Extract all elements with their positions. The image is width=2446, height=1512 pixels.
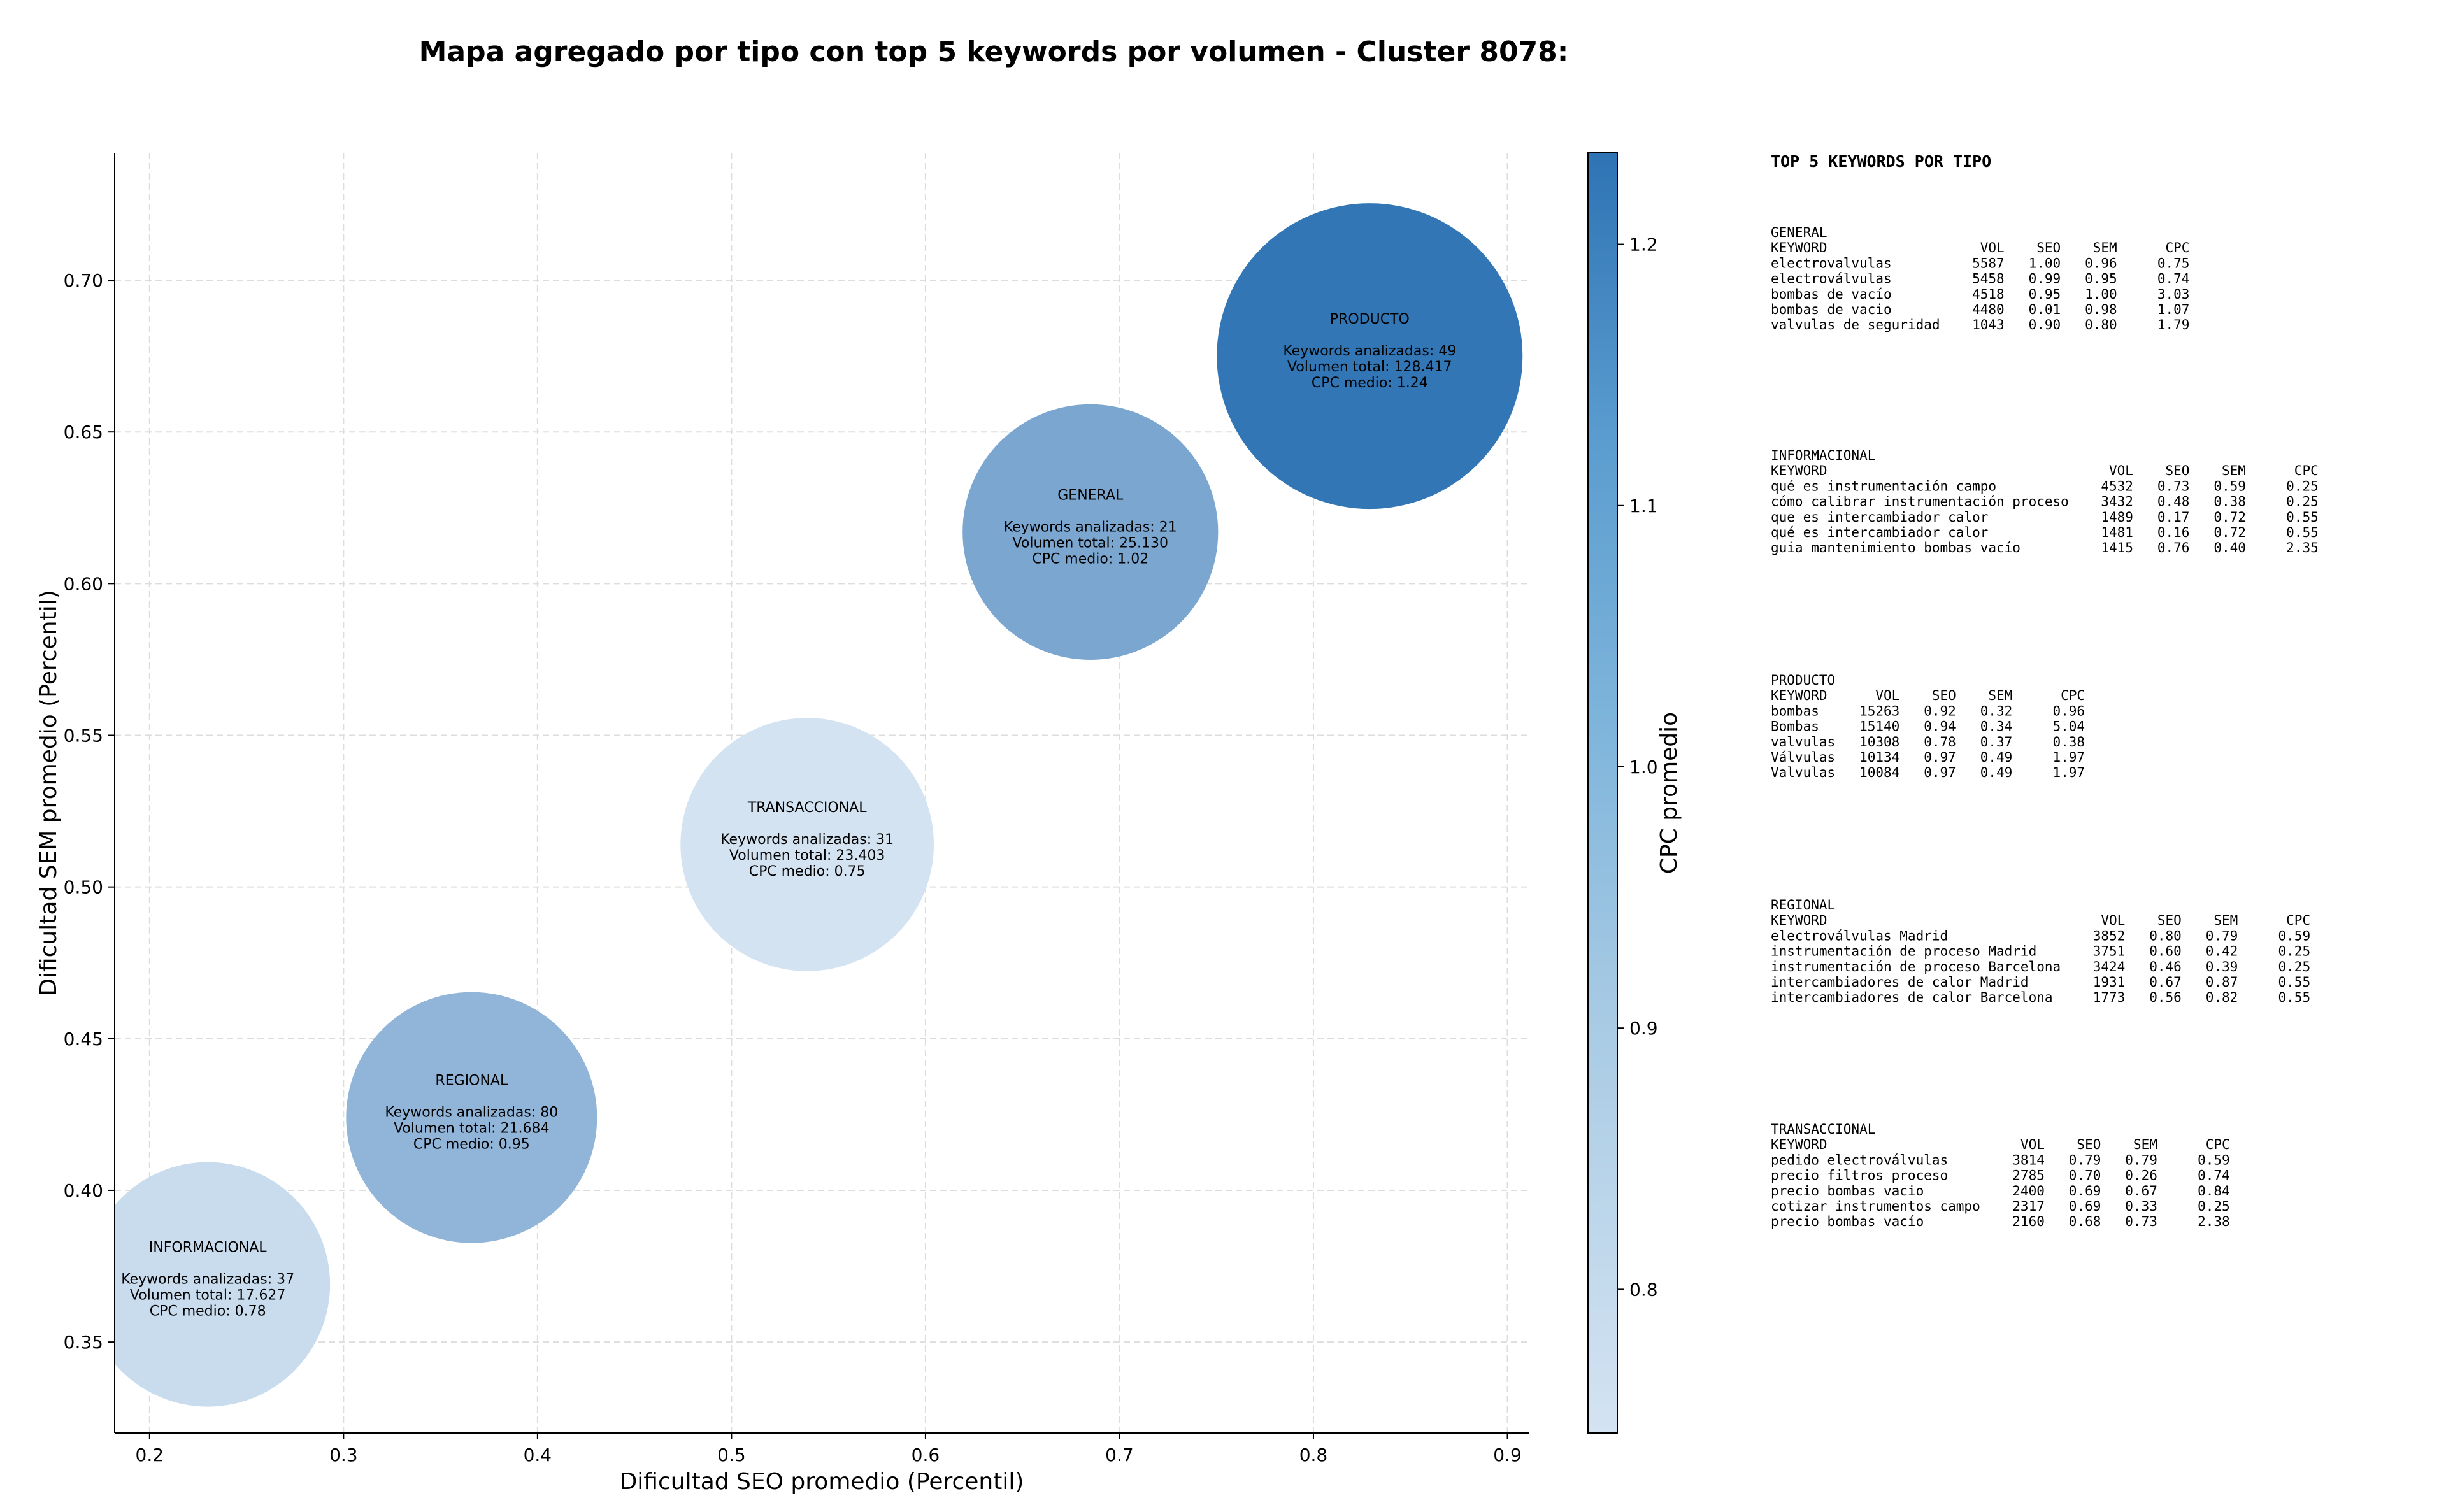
- bubble-label-line: Volumen total: 17.627: [130, 1288, 285, 1304]
- table-heading: PRODUCTO: [1771, 673, 1835, 688]
- x-tick-label: 0.6: [912, 1444, 940, 1466]
- axes: [114, 153, 1529, 1434]
- table-heading: REGIONAL: [1771, 897, 1835, 913]
- bubble-label-line: Keywords analizadas: 49: [1283, 343, 1456, 359]
- x-tick-label: 0.9: [1493, 1444, 1522, 1466]
- bubble-label-line: Keywords analizadas: 21: [1004, 519, 1177, 535]
- table-row: intercambiadores de calor Barcelona 1773…: [1771, 990, 2310, 1005]
- y-tick-label: 0.35: [64, 1332, 103, 1353]
- bubble-label-line: Volumen total: 25.130: [1013, 535, 1168, 551]
- table-row: que es intercambiador calor 1489 0.17 0.…: [1771, 510, 2319, 525]
- y-tick-label: 0.65: [64, 422, 103, 443]
- table-row: Bombas 15140 0.94 0.34 5.04: [1771, 719, 2085, 734]
- table-row: bombas 15263 0.92 0.32 0.96: [1771, 703, 2085, 718]
- table-row: electroválvulas 5458 0.99 0.95 0.74: [1771, 271, 2189, 287]
- bubble-general: [962, 404, 1219, 660]
- table-row: precio bombas vacio 2400 0.69 0.67 0.84: [1771, 1183, 2230, 1199]
- colorbar-tick-label: 0.9: [1629, 1018, 1658, 1039]
- colorbar-tick-label: 1.1: [1629, 496, 1658, 517]
- table-row: instrumentación de proceso Madrid 3751 0…: [1771, 944, 2310, 959]
- bubble-label-line: CPC medio: 0.75: [749, 864, 866, 880]
- table-header-row: KEYWORD VOL SEO SEM CPC: [1771, 463, 2319, 478]
- x-axis-label: Dificultad SEO promedio (Percentil): [620, 1469, 1024, 1495]
- x-tick-label: 0.7: [1105, 1444, 1134, 1466]
- colorbar: [1587, 152, 1618, 1434]
- colorbar-tick-label: 1.0: [1629, 757, 1658, 778]
- x-tick-label: 0.5: [717, 1444, 746, 1466]
- tick-labels: 0.2 0.3 0.4 0.5 0.6 0.7 0.8 0.9 0.35 0.40 0.45 0.50…: [64, 270, 1522, 1466]
- bubble-label-line: CPC medio: 1.02: [1032, 551, 1148, 567]
- bubble-informacional: [115, 1162, 331, 1407]
- table-row: Valvulas 10084 0.97 0.49 1.97: [1771, 765, 2085, 780]
- y-tick-label: 0.60: [64, 573, 103, 594]
- bubble-label-title: GENERAL: [1057, 487, 1124, 503]
- table-row: precio bombas vacío 2160 0.68 0.73 2.38: [1771, 1214, 2230, 1229]
- table-row: electroválvulas Madrid 3852 0.80 0.79 0.…: [1771, 928, 2310, 943]
- table-header-row: KEYWORD VOL SEO SEM CPC: [1771, 913, 2310, 928]
- bubble-label-line: Keywords analizadas: 80: [385, 1105, 558, 1121]
- chart-title: Mapa agregado por tipo con top 5 keyword…: [419, 36, 1569, 68]
- table-header-row: KEYWORD VOL SEO SEM CPC: [1771, 688, 2085, 703]
- bubble-label-line: CPC medio: 0.78: [150, 1304, 266, 1320]
- bubble-regional: [346, 992, 597, 1243]
- y-tick-label: 0.45: [64, 1029, 103, 1050]
- table-row: valvulas 10308 0.78 0.37 0.38: [1771, 734, 2085, 750]
- bubble-label-line: Volumen total: 21.684: [394, 1121, 549, 1137]
- colorbar-label: CPC promedio: [1656, 712, 1682, 874]
- table-row: electrovalvulas 5587 1.00 0.96 0.75: [1771, 255, 2189, 271]
- x-tick-label: 0.4: [524, 1444, 552, 1466]
- x-tick-label: 0.2: [136, 1444, 164, 1466]
- side-panel-title: TOP 5 KEYWORDS POR TIPO: [1771, 152, 1991, 171]
- x-tick-label: 0.8: [1299, 1444, 1328, 1466]
- table-row: valvulas de seguridad 1043 0.90 0.80 1.7…: [1771, 317, 2189, 332]
- bubble-label-title: INFORMACIONAL: [149, 1240, 268, 1256]
- table-heading: INFORMACIONAL: [1771, 448, 1875, 463]
- table-row: guia mantenimiento bombas vacío 1415 0.7…: [1771, 540, 2319, 555]
- table-row: qué es instrumentación campo 4532 0.73 0…: [1771, 478, 2319, 494]
- y-axis-label: Dificultad SEM promedio (Percentil): [36, 590, 62, 996]
- table-header-row: KEYWORD VOL SEO SEM CPC: [1771, 240, 2189, 255]
- table-row: cómo calibrar instrumentación proceso 34…: [1771, 494, 2319, 510]
- bubble-transaccional: [680, 718, 934, 971]
- colorbar-tick-label: 1.2: [1629, 234, 1658, 255]
- table-row: instrumentación de proceso Barcelona 342…: [1771, 959, 2310, 974]
- y-tick-label: 0.50: [64, 877, 103, 898]
- table-row: Válvulas 10134 0.97 0.49 1.97: [1771, 750, 2085, 765]
- table-heading: GENERAL: [1771, 225, 1827, 240]
- table-row: bombas de vacio 4480 0.01 0.98 1.07: [1771, 302, 2189, 317]
- table-header-row: KEYWORD VOL SEO SEM CPC: [1771, 1137, 2230, 1152]
- table-row: pedido electroválvulas 3814 0.79 0.79 0.…: [1771, 1152, 2230, 1167]
- bubble-label-line: CPC medio: 0.95: [413, 1137, 530, 1153]
- table-row: intercambiadores de calor Madrid 1931 0.…: [1771, 974, 2310, 990]
- bubble-label-line: Volumen total: 23.403: [729, 848, 885, 864]
- bubble-label-line: Volumen total: 128.417: [1287, 359, 1452, 375]
- table-heading: TRANSACCIONAL: [1771, 1122, 1875, 1137]
- table-row: bombas de vacío 4518 0.95 1.00 3.03: [1771, 287, 2189, 302]
- x-tick-label: 0.3: [329, 1444, 358, 1466]
- y-tick-label: 0.40: [64, 1180, 103, 1201]
- y-tick-label: 0.70: [64, 270, 103, 291]
- y-tick-label: 0.55: [64, 725, 103, 746]
- bubble-label-line: Keywords analizadas: 31: [720, 832, 894, 848]
- bubble-label-title: TRANSACCIONAL: [747, 800, 867, 816]
- colorbar-ticks: 0.8 0.9 1.0 1.1 1.2: [1617, 234, 1658, 1300]
- bubble-label-title: REGIONAL: [435, 1073, 508, 1089]
- bubble-producto: [1217, 203, 1523, 510]
- bubble-label-line: Keywords analizadas: 37: [121, 1272, 294, 1288]
- table-row: qué es intercambiador calor 1481 0.16 0.…: [1771, 525, 2319, 540]
- table-row: cotizar instrumentos campo 2317 0.69 0.3…: [1771, 1199, 2230, 1214]
- colorbar-tick-label: 0.8: [1629, 1279, 1658, 1300]
- table-row: precio filtros proceso 2785 0.70 0.26 0.…: [1771, 1168, 2230, 1183]
- bubble-label-line: CPC medio: 1.24: [1312, 375, 1428, 391]
- bubble-label-title: PRODUCTO: [1330, 311, 1410, 327]
